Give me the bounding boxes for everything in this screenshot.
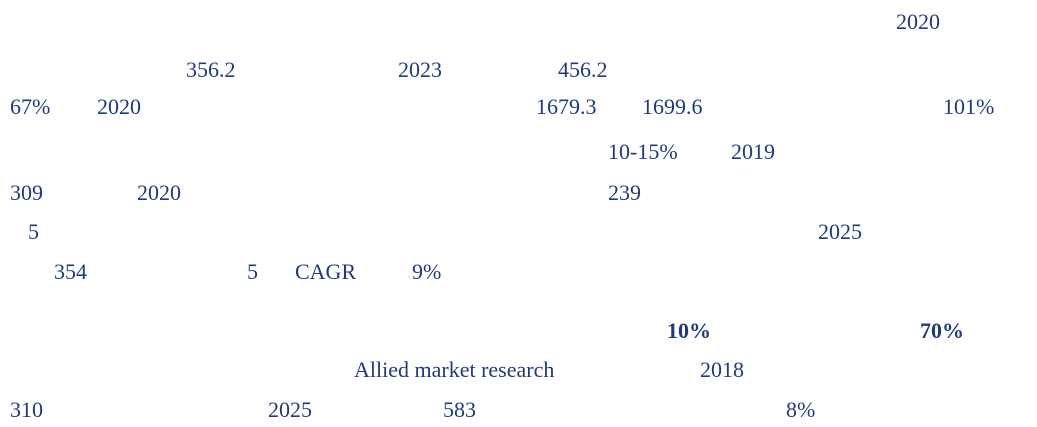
text-fragment: 10% [667, 318, 711, 343]
text-fragment: 1699.6 [642, 94, 703, 119]
text-fragment: 2025 [818, 219, 862, 244]
text-fragment: 9% [412, 259, 442, 284]
text-fragment: 67% [10, 94, 51, 119]
text-fragment: 354 [54, 259, 87, 284]
text-fragment: 2020 [896, 9, 940, 34]
text-fragment: 583 [443, 397, 476, 422]
text-fragment: 1679.3 [536, 94, 597, 119]
text-fragment: 2019 [731, 139, 775, 164]
text-fragment: 2020 [97, 94, 141, 119]
text-fragment: 10-15% [608, 139, 678, 164]
text-fragment: 310 [10, 397, 43, 422]
text-fragment: CAGR [295, 259, 357, 284]
text-fragment: 2018 [700, 357, 744, 382]
text-fragment: 456.2 [558, 57, 608, 82]
text-fragment: 101% [943, 94, 995, 119]
text-fragment: 5 [247, 259, 258, 284]
text-fragment: 5 [28, 219, 39, 244]
text-fragment: Allied market research [354, 357, 555, 382]
text-fragment: 70% [920, 318, 964, 343]
text-fragment: 2025 [268, 397, 312, 422]
text-fragment: 2020 [137, 180, 181, 205]
text-fragment: 2023 [398, 57, 442, 82]
text-fragment: 239 [608, 180, 641, 205]
text-fragment: 356.2 [186, 57, 236, 82]
text-fragment: 309 [10, 180, 43, 205]
text-fragment: 8% [786, 397, 816, 422]
